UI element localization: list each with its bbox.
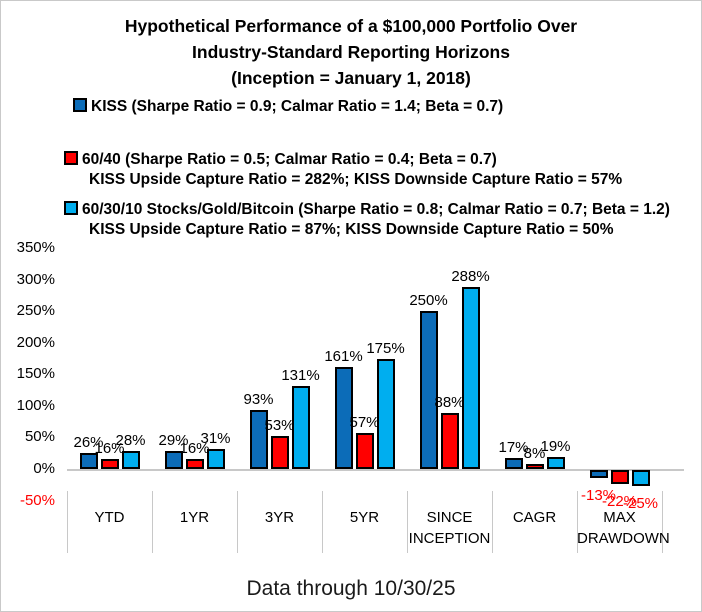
bar-60-30-10-stocks-gold-bitcoin-5yr	[376, 358, 395, 469]
legend-swatch-60-30-10-icon	[64, 201, 78, 215]
category-label-max-drawdown: MAX DRAWDOWN	[577, 509, 670, 547]
y-axis-tick-label: 300%	[16, 270, 55, 288]
category-separator	[322, 491, 323, 553]
value-label-60-30-10-stocks-gold-bitcoin-since-inception: 288%	[451, 268, 490, 286]
chart-title-line-1: Hypothetical Performance of a $100,000 P…	[124, 16, 578, 36]
value-label-60-30-10-stocks-gold-bitcoin-1yr: 31%	[200, 430, 231, 448]
bar-60-30-10-stocks-gold-bitcoin-cagr	[546, 457, 565, 469]
legend-label-60-40: 60/40 (Sharpe Ratio = 0.5; Calmar Ratio …	[82, 151, 497, 168]
bar-60-40-max-drawdown	[610, 470, 629, 484]
bar-kiss-3yr	[249, 410, 268, 469]
y-axis-tick-label: 250%	[16, 302, 55, 320]
value-label-kiss-ytd: 26%	[73, 433, 104, 451]
value-label-kiss-cagr: 17%	[498, 439, 529, 457]
bar-kiss-max-drawdown	[589, 470, 608, 479]
y-axis-tick-label: -50%	[19, 491, 55, 509]
category-label-3yr: 3YR	[264, 509, 295, 526]
y-axis-tick-label: 350%	[16, 239, 55, 256]
value-label-60-30-10-stocks-gold-bitcoin-cagr: 19%	[540, 438, 571, 455]
category-separator	[577, 491, 578, 553]
legend-label-kiss: KISS (Sharpe Ratio = 0.9; Calmar Ratio =…	[91, 98, 504, 115]
bar-60-40-5yr	[355, 433, 374, 469]
category-separator	[407, 491, 408, 553]
value-label-60-40-1yr: 16%	[179, 439, 210, 457]
value-label-kiss-since-inception: 250%	[409, 292, 448, 310]
category-label-since-inception: SINCE INCEPTION	[408, 509, 491, 547]
value-label-kiss-3yr: 93%	[243, 391, 274, 409]
value-label-60-40-3yr: 53%	[264, 416, 295, 434]
bar-60-30-10-stocks-gold-bitcoin-since-inception	[461, 287, 480, 469]
chart-title-line-3: (Inception = January 1, 2018)	[231, 68, 471, 88]
bar-kiss-since-inception	[419, 311, 438, 469]
category-separator	[237, 491, 238, 553]
category-separator	[152, 491, 153, 553]
y-axis-tick-label: 50%	[24, 428, 55, 446]
bar-60-40-since-inception	[440, 413, 459, 469]
legend-item-60-30-10: 60/30/10 Stocks/Gold/Bitcoin (Sharpe Rat…	[64, 201, 670, 219]
category-separator	[492, 491, 493, 553]
chart-title: Hypothetical Performance of a $100,000 P…	[1, 13, 701, 91]
bar-60-30-10-stocks-gold-bitcoin-ytd	[121, 451, 140, 469]
value-label-60-30-10-stocks-gold-bitcoin-max-drawdown: -25%	[622, 494, 659, 512]
value-label-60-30-10-stocks-gold-bitcoin-5yr: 175%	[366, 339, 405, 357]
value-label-60-40-ytd: 16%	[94, 439, 125, 457]
x-axis-zero-line	[67, 469, 684, 471]
value-label-60-30-10-stocks-gold-bitcoin-ytd: 28%	[115, 432, 146, 450]
bar-60-30-10-stocks-gold-bitcoin-3yr	[291, 386, 310, 469]
value-label-60-40-cagr: 8%	[523, 444, 546, 462]
legend-label-60-30-10: 60/30/10 Stocks/Gold/Bitcoin (Sharpe Rat…	[82, 201, 670, 218]
footer-note: Data through 10/30/25	[246, 577, 456, 600]
legend-sublabel-60-40: KISS Upside Capture Ratio = 282%; KISS D…	[89, 171, 623, 188]
value-label-60-40-max-drawdown: -22%	[601, 492, 638, 510]
bar-kiss-1yr	[164, 450, 183, 469]
bar-60-30-10-stocks-gold-bitcoin-max-drawdown	[631, 470, 650, 486]
category-label-cagr: CAGR	[512, 509, 557, 526]
legend-sublabel-60-30-10: KISS Upside Capture Ratio = 87%; KISS Do…	[89, 221, 614, 238]
value-label-kiss-1yr: 29%	[158, 431, 189, 449]
legend-swatch-kiss-icon	[73, 98, 87, 112]
bar-kiss-5yr	[334, 367, 353, 469]
y-axis-tick-label: 100%	[16, 396, 55, 414]
bar-60-40-1yr	[185, 458, 204, 469]
category-label-1yr: 1YR	[179, 509, 210, 526]
category-separator	[67, 491, 68, 553]
y-axis-tick-label: 150%	[16, 365, 55, 383]
bar-60-40-cagr	[525, 463, 544, 469]
category-label-5yr: 5YR	[349, 509, 380, 526]
value-label-60-40-since-inception: 88%	[434, 394, 465, 412]
bar-kiss-cagr	[504, 458, 523, 469]
y-axis-tick-label: 200%	[16, 333, 55, 351]
chart-title-line-2: Industry-Standard Reporting Horizons	[192, 42, 510, 62]
legend-item-60-40: 60/40 (Sharpe Ratio = 0.5; Calmar Ratio …	[64, 151, 497, 169]
value-label-kiss-5yr: 161%	[324, 348, 363, 366]
legend-item-kiss: KISS (Sharpe Ratio = 0.9; Calmar Ratio =…	[73, 98, 503, 116]
category-label-ytd: YTD	[94, 509, 125, 526]
bar-60-40-ytd	[100, 458, 119, 469]
bar-60-30-10-stocks-gold-bitcoin-1yr	[206, 449, 225, 469]
value-label-60-40-5yr: 57%	[349, 414, 380, 431]
legend-swatch-60-40-icon	[64, 151, 78, 165]
value-label-kiss-max-drawdown: -13%	[580, 487, 617, 505]
category-separator	[662, 491, 663, 553]
y-axis-tick-label: 0%	[33, 460, 55, 477]
value-label-60-30-10-stocks-gold-bitcoin-3yr: 131%	[281, 367, 320, 385]
bar-kiss-ytd	[79, 452, 98, 469]
bar-60-40-3yr	[270, 435, 289, 469]
